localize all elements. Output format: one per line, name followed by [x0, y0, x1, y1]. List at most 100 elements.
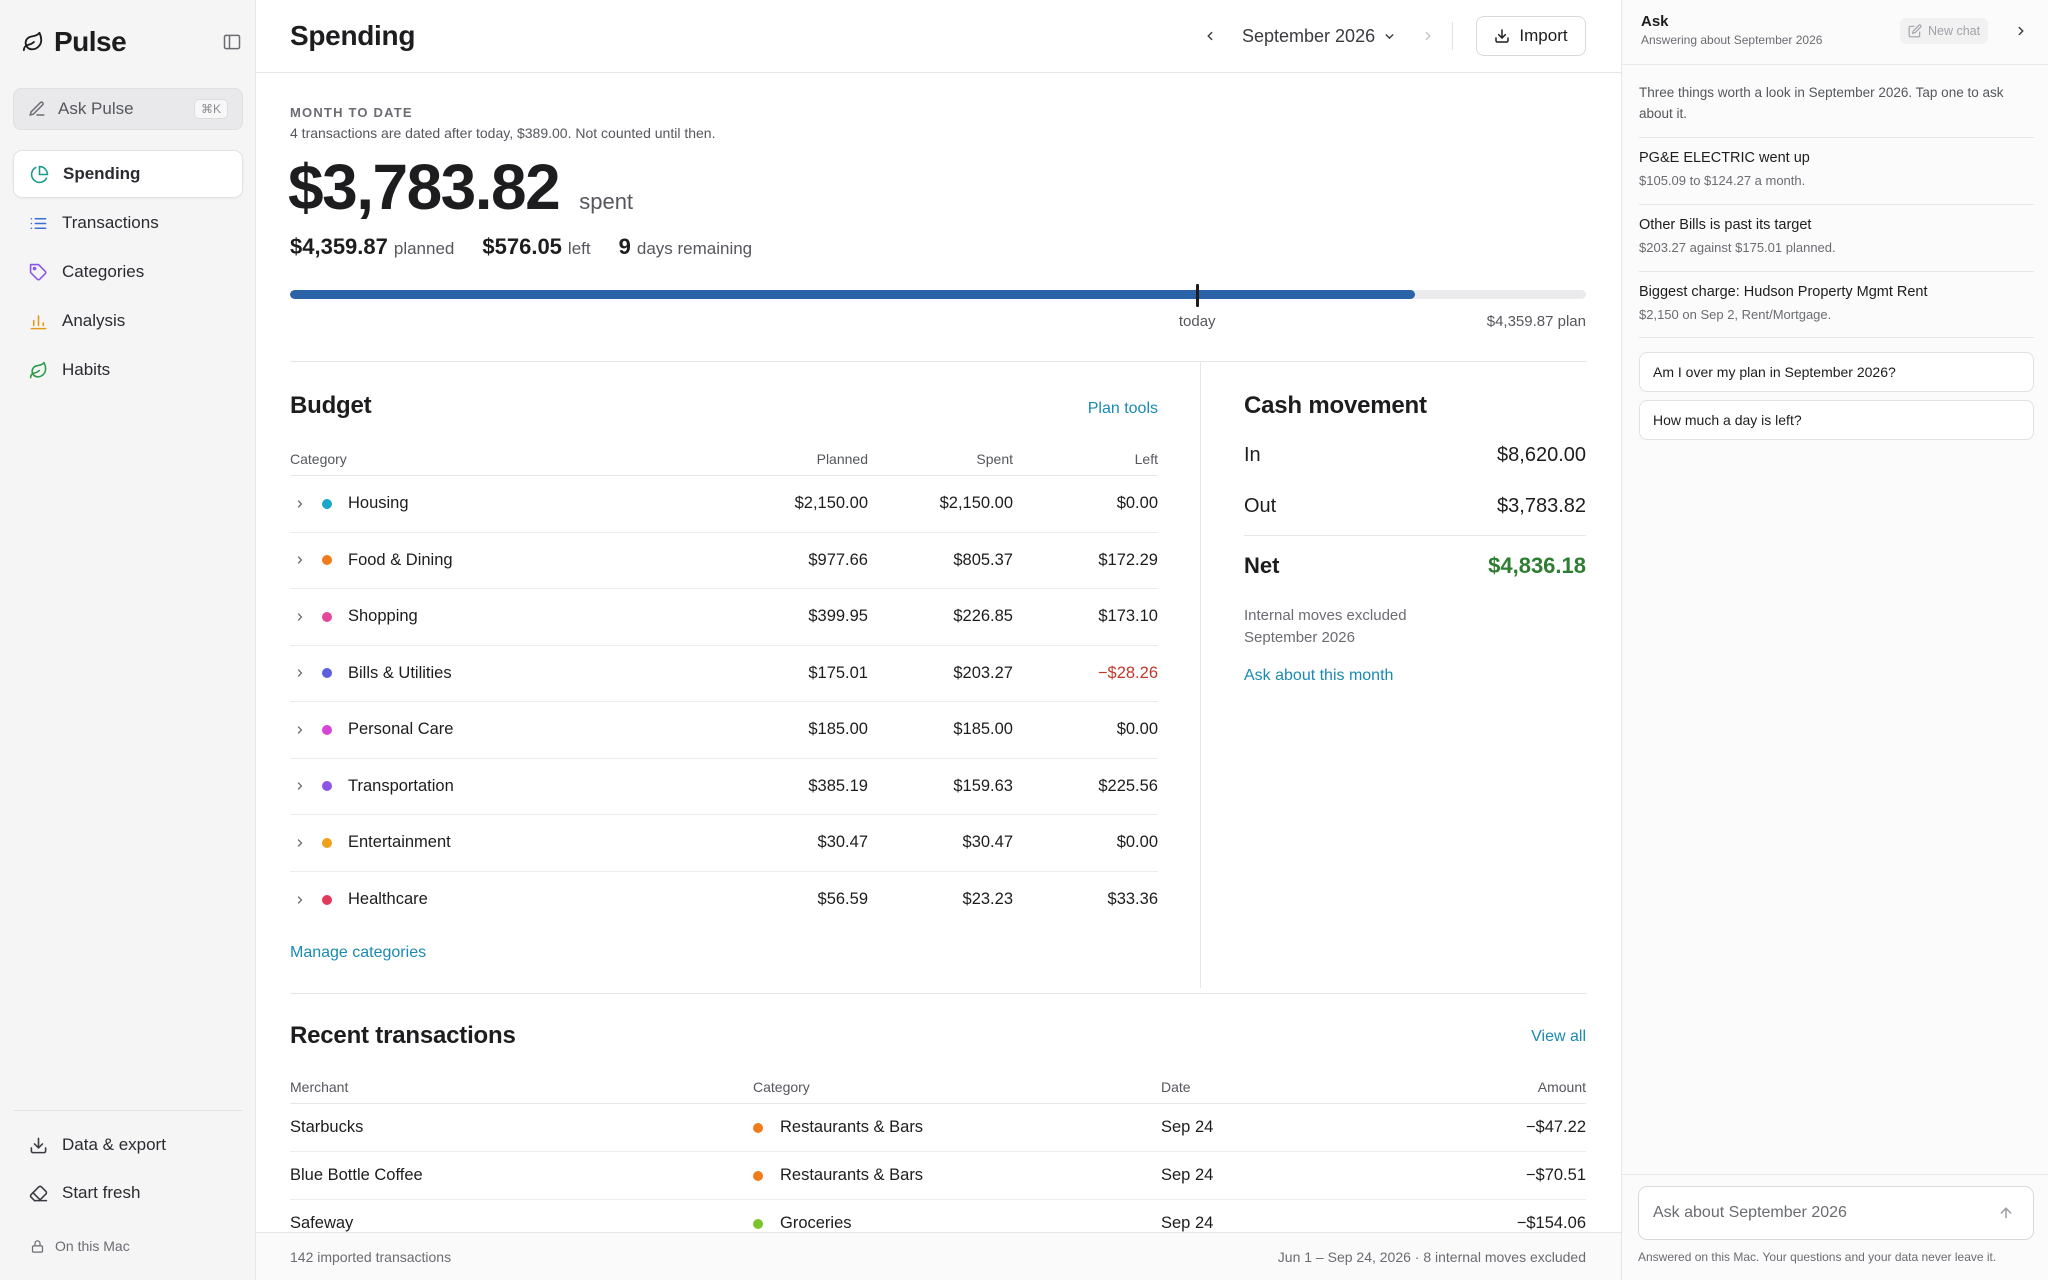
eraser-icon: [29, 1184, 48, 1203]
sidebar-item-label: Analysis: [62, 311, 126, 330]
spent-cell: $185.00: [953, 720, 1013, 739]
chevron-right-icon[interactable]: [290, 894, 310, 906]
chevron-right-icon[interactable]: [290, 780, 310, 792]
insight-detail: $105.09 to $124.27 a month.: [1639, 173, 1806, 188]
view-all-link[interactable]: View all: [1531, 1028, 1586, 1045]
sidebar-item-transactions[interactable]: Transactions: [13, 199, 243, 247]
chevron-right-icon[interactable]: [290, 611, 310, 623]
chevron-right-icon[interactable]: [290, 554, 310, 566]
tag-icon: [29, 263, 48, 282]
category-color-dot: [753, 1122, 763, 1133]
cash-net-label: Net: [1244, 552, 1280, 578]
budget-row[interactable]: Healthcare $56.59 $23.23 $33.36: [290, 872, 1158, 929]
ask-pulse-label: Ask Pulse: [58, 99, 134, 118]
category-cell: Entertainment: [290, 833, 723, 852]
budget-row[interactable]: Transportation $385.19 $159.63 $225.56: [290, 759, 1158, 815]
column-header: Left: [1134, 450, 1158, 467]
recent-transactions-title: Recent transactions: [290, 1022, 516, 1049]
chevron-left-icon[interactable]: [1196, 22, 1224, 50]
column-header: Spent: [976, 450, 1013, 467]
ask-about-month-link[interactable]: Ask about this month: [1244, 667, 1394, 684]
spent-cell: $805.37: [953, 550, 1013, 569]
status-left: 142 imported transactions: [290, 1249, 452, 1265]
future-transactions-note: 4 transactions are dated after today, $3…: [290, 125, 716, 141]
category-color-dot: [322, 555, 332, 566]
brand[interactable]: Pulse: [22, 26, 127, 58]
sidebar-item-categories[interactable]: Categories: [13, 248, 243, 296]
cash-note: Internal moves excluded September 2026: [1244, 605, 1586, 649]
plan-tools-link[interactable]: Plan tools: [1087, 400, 1158, 417]
planned-cell: $977.66: [808, 550, 868, 569]
send-arrow-icon[interactable]: [1993, 1200, 2019, 1226]
chevron-right-icon[interactable]: [290, 837, 310, 849]
budget-row[interactable]: Personal Care $185.00 $185.00 $0.00: [290, 702, 1158, 759]
plan-label: $4,359.87 plan: [1486, 313, 1586, 330]
budget-row[interactable]: Food & Dining $977.66 $805.37 $172.29: [290, 533, 1158, 589]
kpi-planned: $4,359.87 planned: [290, 234, 455, 259]
ask-pulse-button[interactable]: Ask Pulse ⌘K: [13, 88, 243, 130]
insights-list: PG&E ELECTRIC went up $105.09 to $124.27…: [1639, 137, 2034, 338]
spent-cell: $30.47: [962, 833, 1013, 852]
budget-row[interactable]: Entertainment $30.47 $30.47 $0.00: [290, 815, 1158, 872]
insight-item[interactable]: Other Bills is past its target $203.27 a…: [1639, 204, 2034, 271]
column-header: Merchant: [290, 1078, 349, 1095]
suggestion-chip[interactable]: Am I over my plan in September 2026?: [1639, 352, 2034, 392]
chevron-right-icon[interactable]: [290, 724, 310, 736]
insight-item[interactable]: Biggest charge: Hudson Property Mgmt Ren…: [1639, 271, 2034, 338]
import-button[interactable]: Import: [1476, 16, 1586, 56]
spent-cell: $23.23: [962, 890, 1013, 909]
budget-row[interactable]: Housing $2,150.00 $2,150.00 $0.00: [290, 476, 1158, 533]
suggestions-list: Am I over my plan in September 2026? How…: [1639, 352, 2034, 448]
sidebar-item-data-export[interactable]: Data & export: [13, 1121, 243, 1169]
transaction-row[interactable]: Starbucks Restaurants & Bars Sep 24 −$47.22: [290, 1104, 1586, 1152]
new-chat-button[interactable]: New chat: [1900, 18, 1989, 44]
chevron-right-icon[interactable]: [2008, 18, 2034, 44]
category-color-dot: [753, 1170, 763, 1181]
category-name: Restaurants & Bars: [780, 1166, 924, 1184]
amount-cell: −$47.22: [1525, 1118, 1586, 1136]
left-cell: −$28.26: [1097, 663, 1158, 682]
budget-section: Budget Plan tools Category Planned Spent…: [290, 392, 1158, 961]
sidebar-item-label: Spending: [63, 164, 141, 183]
budget-row[interactable]: Shopping $399.95 $226.85 $173.10: [290, 589, 1158, 646]
transactions-table-header: Merchant Category Date Amount: [290, 1070, 1586, 1104]
cash-in-value: $8,620.00: [1497, 444, 1586, 466]
sidebar-item-label: Data & export: [62, 1135, 166, 1154]
category-name: Housing: [348, 494, 409, 513]
month-select[interactable]: September 2026: [1238, 26, 1400, 47]
category-color-dot: [322, 724, 332, 735]
sidebar-item-habits[interactable]: Habits: [13, 346, 243, 394]
insight-detail: $2,150 on Sep 2, Rent/Mortgage.: [1639, 307, 1832, 322]
sidebar-item-start-fresh[interactable]: Start fresh: [13, 1169, 243, 1217]
recent-transactions-section: Recent transactions View all Merchant Ca…: [290, 1022, 1586, 1248]
manage-categories-link[interactable]: Manage categories: [290, 944, 427, 961]
transaction-row[interactable]: Blue Bottle Coffee Restaurants & Bars Sep …: [290, 1152, 1586, 1200]
category-cell: Healthcare: [290, 890, 723, 909]
cash-net-row: Net $4,836.18: [1244, 540, 1586, 591]
chevron-right-icon[interactable]: [290, 498, 310, 510]
category-name: Food & Dining: [348, 550, 453, 569]
collapse-sidebar-icon[interactable]: [220, 30, 244, 54]
category-cell: Bills & Utilities: [290, 664, 723, 683]
chevron-right-icon[interactable]: [290, 667, 310, 679]
spent-cell: $2,150.00: [939, 494, 1013, 513]
sidebar-item-analysis[interactable]: Analysis: [13, 297, 243, 345]
category-name: Healthcare: [348, 890, 428, 909]
budget-row[interactable]: Bills & Utilities $175.01 $203.27 −$28.26: [290, 646, 1158, 702]
progress-fill: [290, 290, 1415, 299]
amount-cell: −$70.51: [1525, 1166, 1586, 1184]
sidebar-item-spending[interactable]: Spending: [13, 150, 243, 198]
suggestion-chip[interactable]: How much a day is left?: [1639, 400, 2034, 440]
month-label: September 2026: [1242, 25, 1376, 46]
shortcut-badge: ⌘K: [193, 99, 228, 119]
chevron-right-icon[interactable]: [1414, 22, 1442, 50]
lock-icon: [30, 1239, 45, 1254]
insight-item[interactable]: PG&E ELECTRIC went up $105.09 to $124.27…: [1639, 137, 2034, 204]
divider: [1622, 1174, 2048, 1175]
divider: [290, 993, 1586, 994]
ask-input[interactable]: [1653, 1204, 1993, 1222]
ask-intro: Three things worth a look in September 2…: [1639, 85, 2004, 121]
on-mac-label: On this Mac: [55, 1238, 130, 1254]
category-color-dot: [753, 1218, 763, 1229]
category-color-dot: [322, 894, 332, 905]
